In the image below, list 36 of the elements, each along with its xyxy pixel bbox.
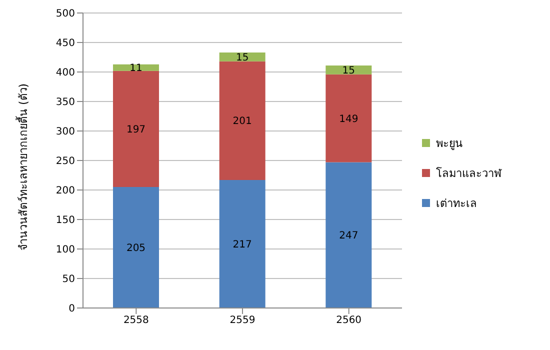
y-tick-label: 250 <box>56 156 75 168</box>
data-label: 201 <box>232 116 252 128</box>
y-tick-label: 50 <box>62 274 75 286</box>
y-tick-label: 450 <box>56 38 75 50</box>
bar <box>219 180 266 308</box>
data-label: 217 <box>232 240 252 251</box>
bar <box>326 162 372 308</box>
y-axis-title: จำนวนสัตว์ทะเลหายากเกยตื้น (ตัว) <box>14 83 30 250</box>
legend-label: โลมาและวาฬ <box>436 166 502 182</box>
x-tick-label: 2560 <box>336 315 362 326</box>
x-tick-label: 2558 <box>123 315 149 326</box>
x-tick-label: 2559 <box>230 315 256 326</box>
data-label: 205 <box>126 243 146 254</box>
y-tick-label: 100 <box>56 244 75 256</box>
data-label: 11 <box>130 63 142 74</box>
y-tick-label: 350 <box>56 97 75 108</box>
bar <box>326 74 372 162</box>
bar <box>113 187 159 308</box>
y-tick-label: 200 <box>56 186 75 197</box>
bar <box>219 61 266 180</box>
data-label: 149 <box>339 114 358 125</box>
bar <box>219 52 266 62</box>
data-label: 197 <box>126 124 146 136</box>
bar <box>113 70 159 188</box>
bar <box>326 66 372 74</box>
y-tick-label: 300 <box>56 126 75 138</box>
y-tick-label: 0 <box>68 304 75 315</box>
y-tick-label: 400 <box>56 68 75 79</box>
bar <box>113 64 159 71</box>
data-label: 15 <box>236 52 249 64</box>
data-label: 15 <box>342 65 356 76</box>
y-tick-label: 150 <box>56 215 75 226</box>
legend-label: พะยูน <box>436 136 463 152</box>
y-tick-label: 500 <box>56 8 75 20</box>
legend-label: เต่าทะเล <box>436 196 477 212</box>
data-label: 247 <box>339 230 358 242</box>
